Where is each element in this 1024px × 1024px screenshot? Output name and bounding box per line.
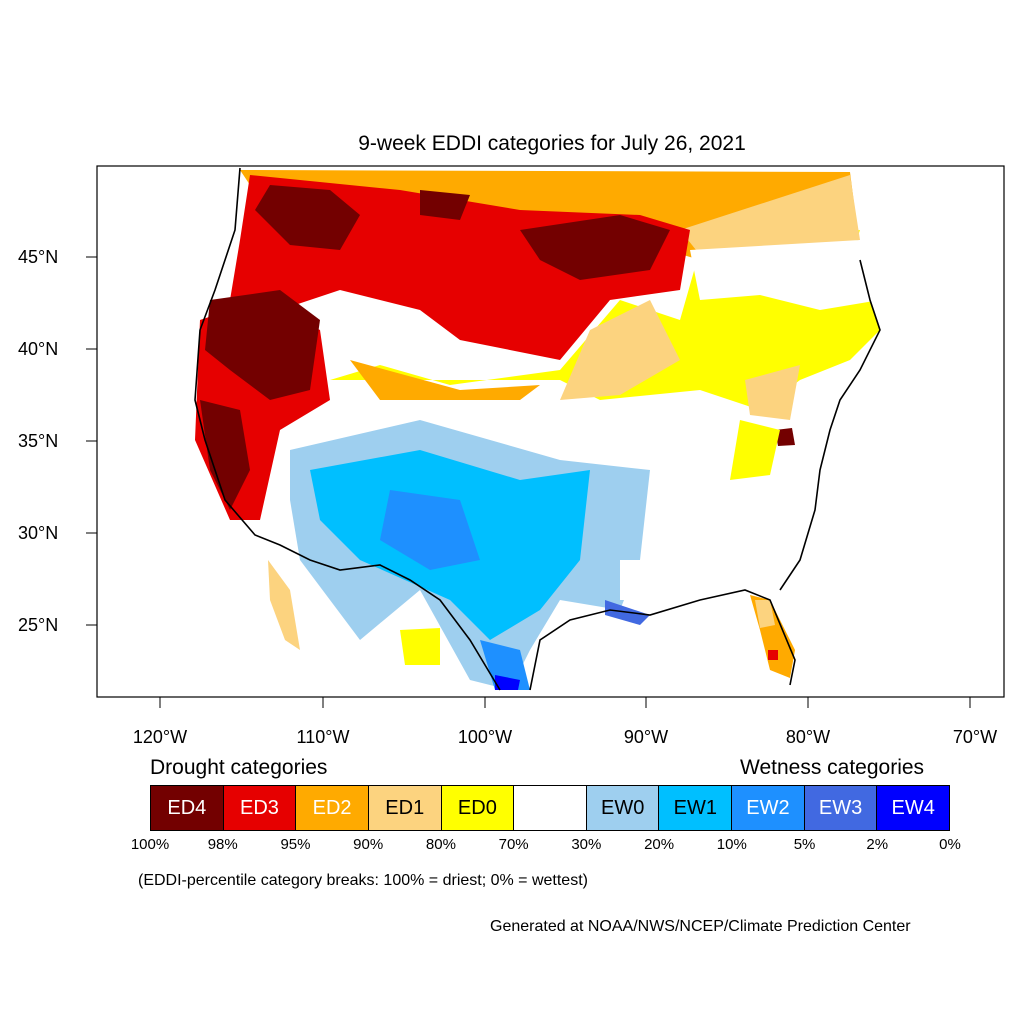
lon-label-120: 120°W (132, 727, 188, 747)
lon-ticks (159, 697, 971, 708)
map-title: 9-week EDDI categories for July 26, 2021 (358, 132, 746, 155)
lat-label-40: 40°N (18, 339, 59, 359)
percentile-label: 20% (644, 836, 675, 853)
lat-label-30: 30°N (18, 523, 59, 543)
percentile-label: 100% (130, 836, 170, 853)
us-outline (194, 167, 881, 691)
lat-label-35: 35°N (18, 431, 59, 451)
lon-label-80: 80°W (785, 727, 831, 747)
percentile-label: 98% (207, 836, 238, 853)
drought-heading: Drought categories (150, 756, 328, 779)
legend-cell-ed2: ED2 (296, 786, 369, 830)
percentile-label: 95% (280, 836, 311, 853)
legend-cell-ed4: ED4 (151, 786, 224, 830)
percentile-label: 2% (866, 836, 889, 853)
lat-label-45: 45°N (18, 247, 59, 267)
lon-label-70: 70°W (952, 727, 998, 747)
legend-cell-neutral (514, 786, 587, 830)
percentile-label: 80% (425, 836, 456, 853)
legend-cell-ew1: EW1 (659, 786, 733, 830)
legend-cell-ew2: EW2 (732, 786, 805, 830)
lon-label-100: 100°W (457, 727, 513, 747)
percentile-label: 90% (353, 836, 384, 853)
category-note: (EDDI-percentile category breaks: 100% =… (138, 872, 588, 889)
legend-cell-ed3: ED3 (223, 786, 297, 830)
legend-cell-ew3: EW3 (804, 786, 878, 830)
percentile-label: 5% (793, 836, 816, 853)
credit-line: Generated at NOAA/NWS/NCEP/Climate Predi… (490, 918, 911, 935)
category-legend: ED4 ED3 ED2 ED1 ED0 EW0 EW1 EW2 EW3 EW4 (150, 785, 950, 831)
legend-cell-ew4: EW4 (877, 786, 950, 830)
lat-ticks (86, 256, 97, 626)
percentile-label: 10% (716, 836, 747, 853)
lon-label-110: 110°W (296, 727, 350, 747)
wetness-heading: Wetness categories (740, 756, 925, 779)
legend-cell-ed0: ED0 (441, 786, 515, 830)
percentile-label: 70% (498, 836, 529, 853)
percentile-label: 0% (939, 836, 961, 853)
legend-cell-ew0: EW0 (586, 786, 660, 830)
lon-label-90: 90°W (623, 727, 669, 747)
eddi-field (195, 170, 880, 690)
percentile-label: 30% (571, 836, 602, 853)
legend-cell-ed1: ED1 (368, 786, 442, 830)
lat-label-25: 25°N (18, 615, 59, 635)
